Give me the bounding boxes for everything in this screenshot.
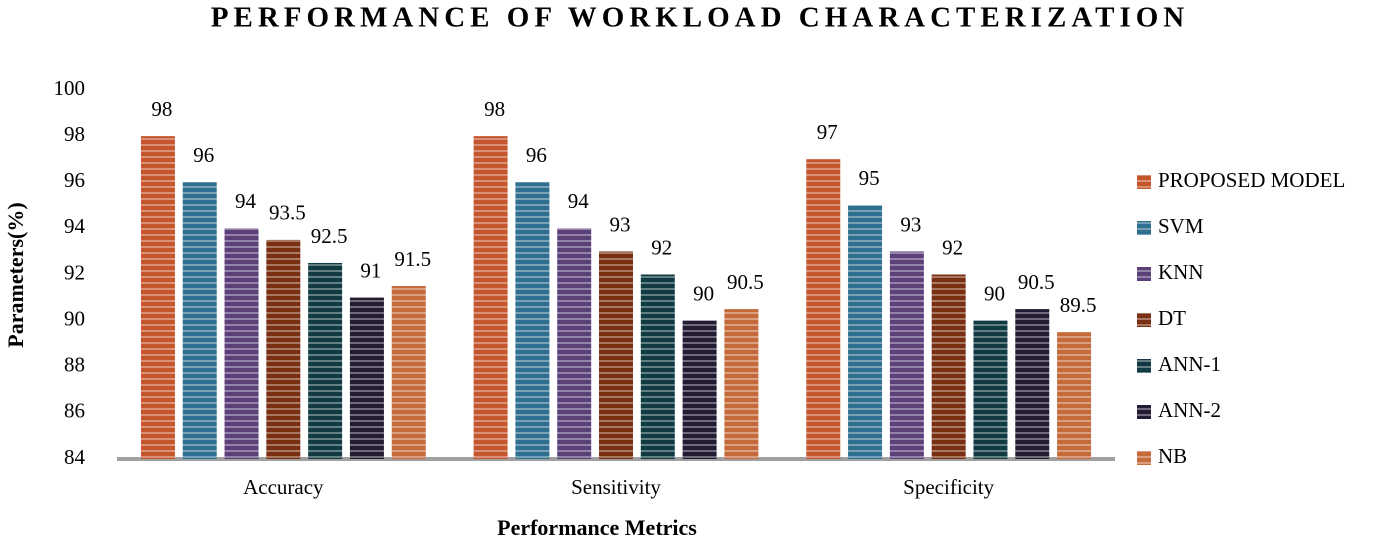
data-label: 90.5 <box>1018 270 1055 294</box>
legend-swatch <box>1137 313 1151 327</box>
data-label: 95 <box>859 166 880 190</box>
y-tick-label: 100 <box>54 76 86 100</box>
legend-swatch <box>1137 267 1151 281</box>
data-label: 92.5 <box>311 224 348 248</box>
legend-swatch <box>1137 451 1151 465</box>
bar <box>640 274 675 459</box>
y-tick-label: 90 <box>64 306 85 330</box>
bar <box>724 309 759 459</box>
bar <box>308 262 343 459</box>
bar <box>557 228 592 459</box>
data-label: 92 <box>651 235 672 259</box>
data-label: 93 <box>900 212 921 236</box>
y-tick-label: 98 <box>64 122 85 146</box>
chart-title: PERFORMANCE OF WORKLOAD CHARACTERIZATION <box>211 2 1189 34</box>
bar <box>349 297 384 459</box>
bar <box>806 159 841 459</box>
bar <box>473 136 508 459</box>
y-tick-label: 84 <box>64 445 86 469</box>
legend-swatch <box>1137 221 1151 235</box>
data-label: 91.5 <box>394 247 431 271</box>
y-tick-label: 88 <box>64 353 85 377</box>
data-label: 94 <box>235 189 257 213</box>
x-tick-label: Sensitivity <box>571 475 661 499</box>
bar <box>973 320 1008 459</box>
legend-label: PROPOSED MODEL <box>1158 168 1345 192</box>
data-label: 91 <box>360 258 381 282</box>
bar <box>931 274 966 459</box>
data-label: 98 <box>484 97 505 121</box>
legend-label: ANN-1 <box>1158 352 1221 376</box>
bar <box>848 205 883 459</box>
legend-label: SVM <box>1158 214 1204 238</box>
bar <box>599 251 633 459</box>
bar <box>140 136 175 459</box>
data-label: 93 <box>610 212 631 236</box>
legend-label: DT <box>1158 306 1186 330</box>
bar <box>515 182 550 459</box>
data-label: 89.5 <box>1060 293 1097 317</box>
data-label: 92 <box>942 235 963 259</box>
x-axis-title: Performance Metrics <box>497 515 697 540</box>
data-label: 96 <box>526 143 547 167</box>
x-tick-label: Specificity <box>903 475 994 499</box>
legend-swatch <box>1137 359 1151 373</box>
legend-swatch <box>1137 175 1151 189</box>
data-label: 97 <box>817 120 838 144</box>
legend-swatch <box>1137 405 1151 419</box>
bar <box>1015 309 1050 459</box>
bar <box>889 251 924 459</box>
data-label: 90 <box>693 281 714 305</box>
legend-label: ANN-2 <box>1158 398 1221 422</box>
bar <box>1057 332 1092 459</box>
y-tick-label: 94 <box>64 214 86 238</box>
legend-label: NB <box>1158 444 1187 468</box>
y-tick-label: 96 <box>64 168 85 192</box>
bar <box>224 228 259 459</box>
bar <box>266 239 301 459</box>
data-label: 90.5 <box>727 270 764 294</box>
data-label: 94 <box>568 189 590 213</box>
data-label: 90 <box>984 281 1005 305</box>
data-label: 96 <box>193 143 214 167</box>
legend-label: KNN <box>1158 260 1204 284</box>
bar <box>391 286 426 459</box>
data-label: 93.5 <box>269 201 306 225</box>
x-tick-label: Accuracy <box>243 475 324 499</box>
y-tick-label: 86 <box>64 399 85 423</box>
bar <box>182 182 217 459</box>
y-tick-label: 92 <box>64 260 85 284</box>
data-label: 98 <box>151 97 172 121</box>
bar <box>682 320 717 459</box>
y-axis-title: Parameters(%) <box>3 202 28 347</box>
